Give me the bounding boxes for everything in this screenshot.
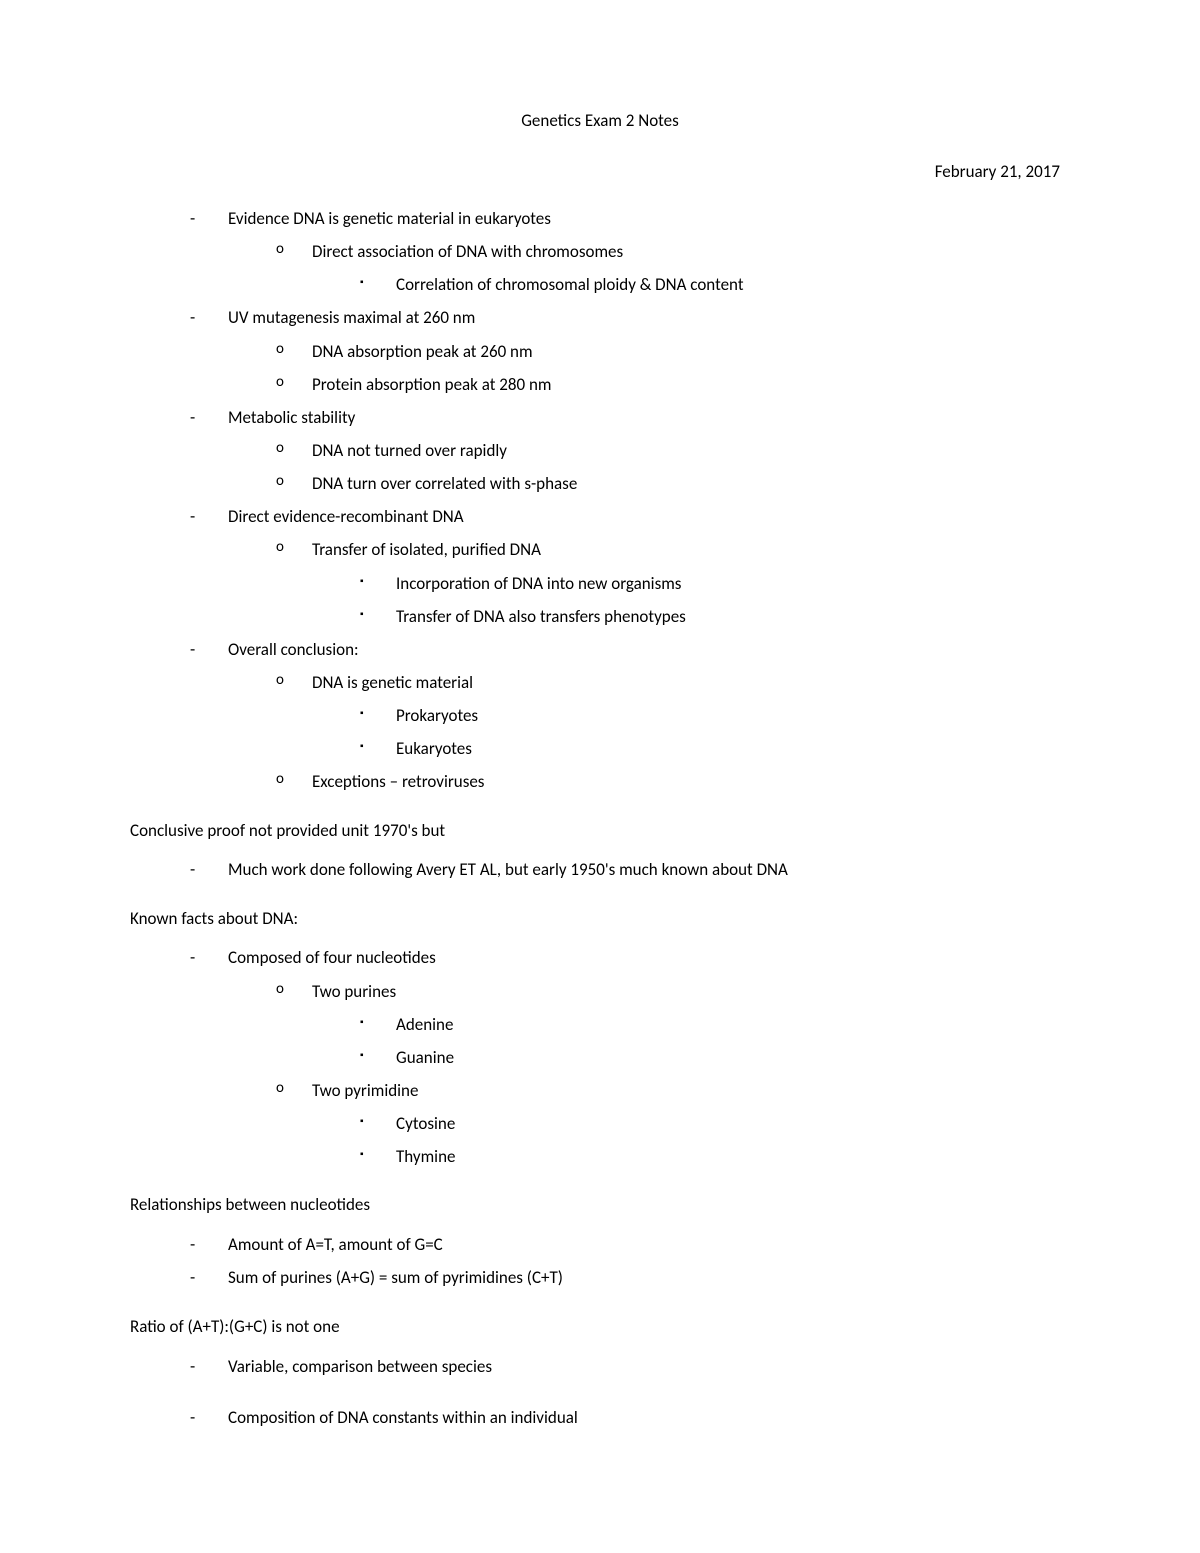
list-item-text: Exceptions – retroviruses (312, 771, 484, 792)
list-item: Much work done following Avery ET AL, bu… (190, 853, 1070, 886)
list-item-text: Protein absorption peak at 280 nm (312, 374, 551, 395)
list-item-text: Variable, comparison between species (228, 1356, 492, 1377)
list-item-text: Composed of four nucleotides (228, 947, 436, 968)
list-item-text: Two pyrimidine (312, 1080, 418, 1101)
list-item: Adenine (360, 1008, 1070, 1041)
list-item: Exceptions – retroviruses (276, 765, 1070, 798)
page-title: Genetics Exam 2 Notes (130, 110, 1070, 131)
spacer (130, 1383, 1070, 1401)
list-item-text: Transfer of DNA also transfers phenotype… (396, 606, 686, 627)
list-item-text: Prokaryotes (396, 705, 478, 726)
list-item: Guanine (360, 1041, 1070, 1074)
list-item: Evidence DNA is genetic material in euka… (190, 202, 1070, 301)
outline-list: Evidence DNA is genetic material in euka… (130, 202, 1070, 799)
document-page: Genetics Exam 2 Notes February 21, 2017 … (0, 0, 1200, 1494)
list-item-text: Metabolic stability (228, 407, 355, 428)
list-item: Two purinesAdenine Guanine (276, 975, 1070, 1074)
list-item-text: Adenine (396, 1014, 453, 1035)
list-item: DNA is genetic material Prokaryotes Eukary… (276, 666, 1070, 765)
list-level-3: Adenine Guanine (312, 1008, 1070, 1074)
paragraph: Relationships between nucleotides (130, 1191, 1070, 1220)
list-item: Transfer of DNA also transfers phenotype… (360, 600, 1070, 633)
list-item-text: Transfer of isolated, purified DNA (312, 539, 541, 560)
list-item-text: DNA is genetic material (312, 672, 473, 693)
outline-list: Variable, comparison between species (130, 1350, 1070, 1383)
list-level-3: Prokaryotes Eukaryotes (312, 699, 1070, 765)
paragraph: Known facts about DNA: (130, 905, 1070, 934)
list-item-text: Two purines (312, 981, 396, 1002)
list-level-2: DNA is genetic material Prokaryotes Eukary… (228, 666, 1070, 799)
list-item-text: Composition of DNA constants within an i… (228, 1407, 578, 1428)
list-level-3: Correlation of chromosomal ploidy & DNA … (312, 268, 1070, 301)
list-item-text: Thymine (396, 1146, 455, 1167)
list-item: Transfer of isolated, purified DNA Incorp… (276, 533, 1070, 632)
list-item-text: Overall conclusion: (228, 639, 359, 660)
outline-list: Composed of four nucleotidesTwo purinesA… (130, 941, 1070, 1173)
list-level-3: Cytosine Thymine (312, 1107, 1070, 1173)
list-level-2: DNA not turned over rapidly DNA turn over… (228, 434, 1070, 500)
list-item: Overall conclusion: DNA is genetic materi… (190, 633, 1070, 799)
paragraph: Ratio of (A+T):(G+C) is not one (130, 1313, 1070, 1342)
list-level-2: Direct association of DNA with chromosom… (228, 235, 1070, 301)
list-item: Sum of purines (A+G) = sum of pyrimidine… (190, 1261, 1070, 1294)
list-level-3: Incorporation of DNA into new organisms T… (312, 567, 1070, 633)
list-item: UV mutagenesis maximal at 260 nm DNA abso… (190, 301, 1070, 400)
list-item-text: Eukaryotes (396, 738, 472, 759)
list-item: Prokaryotes (360, 699, 1070, 732)
list-item: Incorporation of DNA into new organisms (360, 567, 1070, 600)
list-item-text: Direct evidence-recombinant DNA (228, 506, 464, 527)
list-item: Amount of A=T, amount of G=C (190, 1228, 1070, 1261)
list-item-text: Much work done following Avery ET AL, bu… (228, 859, 788, 880)
list-item: Eukaryotes (360, 732, 1070, 765)
list-item-text: Sum of purines (A+G) = sum of pyrimidine… (228, 1267, 563, 1288)
list-item-text: Direct association of DNA with chromosom… (312, 241, 623, 262)
list-item: Composition of DNA constants within an i… (190, 1401, 1070, 1434)
list-item: DNA turn over correlated with s-phase (276, 467, 1070, 500)
list-level-2: Two purinesAdenine Guanine Two pyrimidine C… (228, 975, 1070, 1174)
list-item: Protein absorption peak at 280 nm (276, 368, 1070, 401)
list-item: Direct evidence-recombinant DNA Transfer … (190, 500, 1070, 633)
paragraph: Conclusive proof not provided unit 1970'… (130, 817, 1070, 846)
list-item: Composed of four nucleotidesTwo purinesA… (190, 941, 1070, 1173)
list-item: Thymine (360, 1140, 1070, 1173)
list-item: DNA not turned over rapidly (276, 434, 1070, 467)
list-item-text: DNA turn over correlated with s-phase (312, 473, 577, 494)
list-item: Two pyrimidine Cytosine Thymine (276, 1074, 1070, 1173)
list-item: Correlation of chromosomal ploidy & DNA … (360, 268, 1070, 301)
list-item: Cytosine (360, 1107, 1070, 1140)
list-level-2: Transfer of isolated, purified DNA Incorp… (228, 533, 1070, 632)
outline-list: Composition of DNA constants within an i… (130, 1401, 1070, 1434)
list-item-text: Amount of A=T, amount of G=C (228, 1234, 443, 1255)
outline-list: Much work done following Avery ET AL, bu… (130, 853, 1070, 886)
outline-list: Amount of A=T, amount of G=C Sum of purin… (130, 1228, 1070, 1294)
list-level-2: DNA absorption peak at 260 nm Protein abs… (228, 335, 1070, 401)
list-item-text: Incorporation of DNA into new organisms (396, 573, 681, 594)
list-item: Metabolic stability DNA not turned over r… (190, 401, 1070, 500)
list-item-text: UV mutagenesis maximal at 260 nm (228, 307, 475, 328)
list-item: DNA absorption peak at 260 nm (276, 335, 1070, 368)
page-date: February 21, 2017 (130, 161, 1070, 182)
list-item-text: Correlation of chromosomal ploidy & DNA … (396, 274, 744, 295)
list-item-text: DNA absorption peak at 260 nm (312, 341, 533, 362)
list-item-text: DNA not turned over rapidly (312, 440, 507, 461)
list-item: Variable, comparison between species (190, 1350, 1070, 1383)
list-item: Direct association of DNA with chromosom… (276, 235, 1070, 301)
list-item-text: Cytosine (396, 1113, 455, 1134)
list-item-text: Evidence DNA is genetic material in euka… (228, 208, 551, 229)
list-item-text: Guanine (396, 1047, 454, 1068)
